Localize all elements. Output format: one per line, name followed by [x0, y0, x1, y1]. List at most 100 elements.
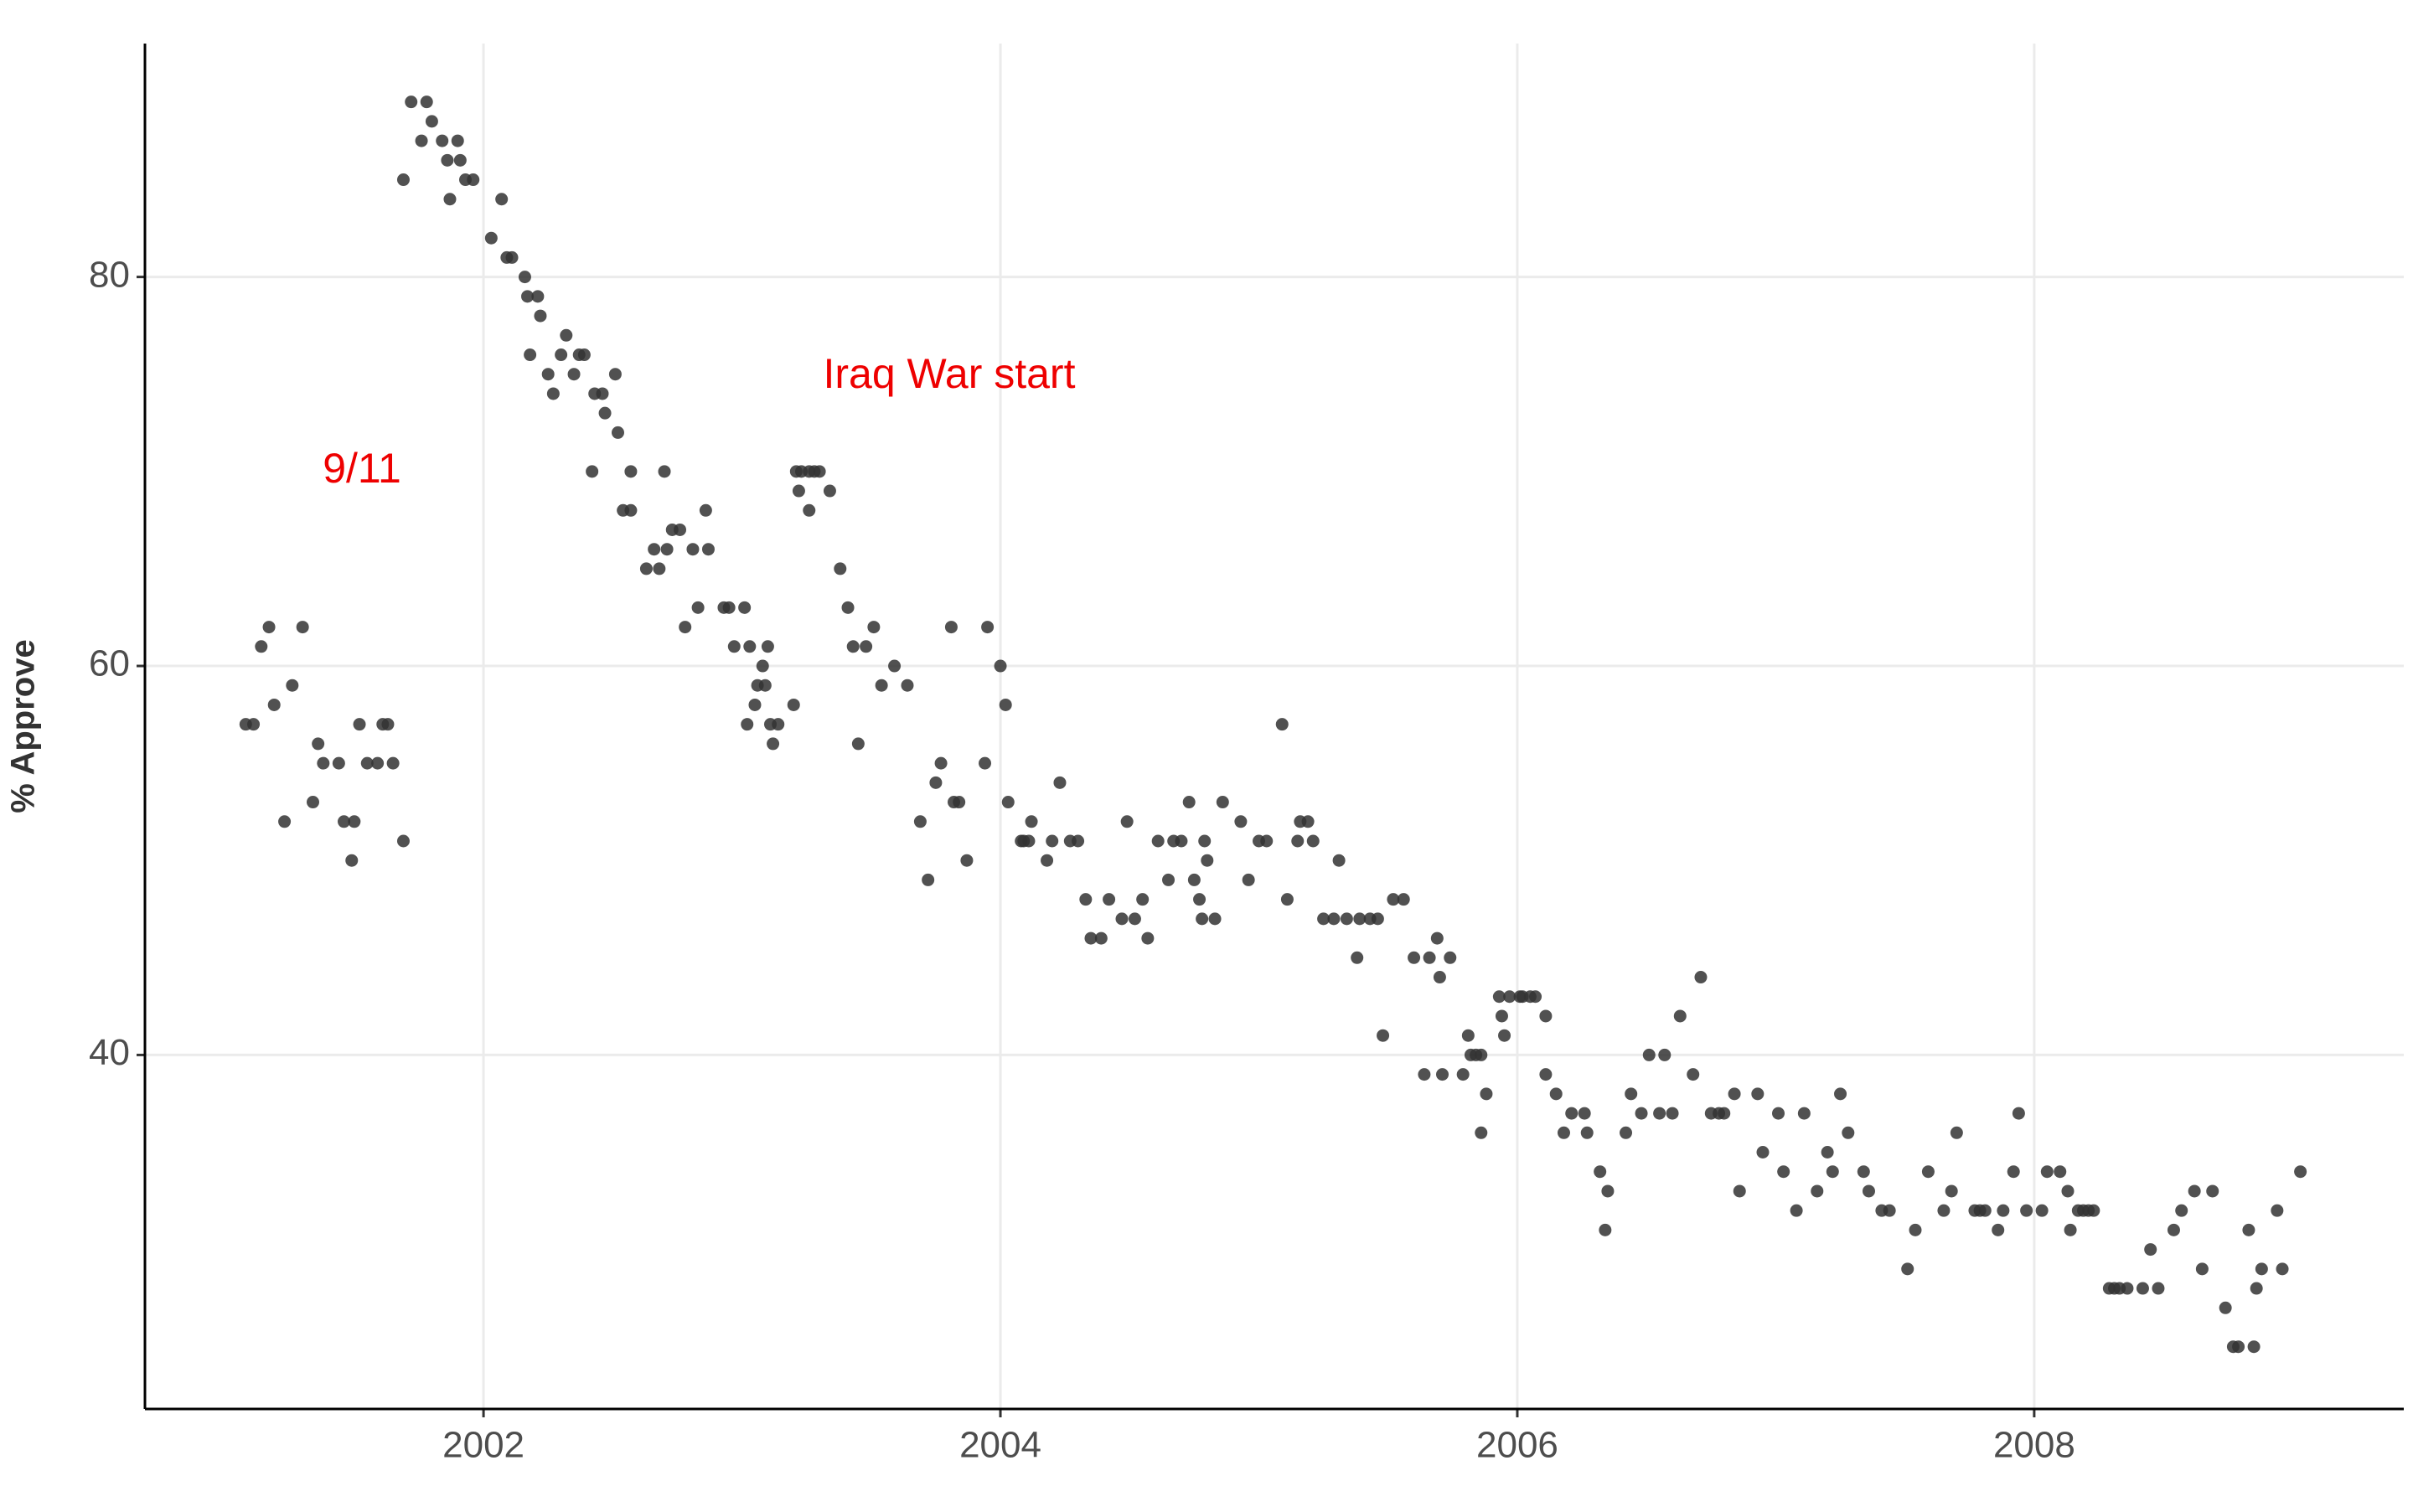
point	[1909, 1223, 1922, 1236]
point	[1594, 1165, 1607, 1179]
point	[756, 659, 769, 673]
point	[2136, 1282, 2149, 1295]
point	[1857, 1165, 1870, 1179]
x-tick-label: 2004	[959, 1425, 1041, 1466]
point	[922, 873, 935, 886]
point	[531, 290, 545, 303]
point	[1418, 1068, 1431, 1081]
point	[1883, 1204, 1896, 1217]
point	[901, 679, 914, 692]
point	[484, 231, 498, 245]
point	[1436, 1068, 1449, 1081]
x-tick-label: 2006	[1476, 1425, 1558, 1466]
annotation: Iraq War start	[824, 350, 1076, 397]
point	[2035, 1204, 2049, 1217]
point	[1728, 1087, 1741, 1101]
point	[1834, 1087, 1847, 1101]
point	[348, 815, 361, 828]
point	[867, 621, 881, 634]
point	[1772, 1107, 1785, 1120]
point	[2007, 1165, 2020, 1179]
point	[2152, 1282, 2165, 1295]
point	[846, 640, 860, 653]
point	[360, 756, 374, 770]
point	[267, 698, 281, 711]
x-tick-label: 2002	[442, 1425, 524, 1466]
point	[467, 173, 480, 187]
point	[546, 387, 560, 400]
point	[738, 601, 752, 614]
point	[396, 834, 410, 848]
point	[813, 465, 826, 478]
point	[787, 698, 800, 711]
point	[415, 134, 428, 147]
annotation: 9/11	[323, 445, 401, 492]
point	[624, 503, 638, 517]
point	[1733, 1184, 1746, 1198]
point	[2276, 1262, 2289, 1276]
point	[1751, 1087, 1765, 1101]
point	[1503, 990, 1517, 1004]
point	[1475, 1126, 1488, 1139]
point	[505, 250, 519, 264]
point	[1498, 1029, 1511, 1042]
point	[1580, 1126, 1594, 1139]
point	[441, 153, 454, 167]
point	[2247, 1340, 2261, 1354]
point	[560, 328, 573, 342]
point	[2219, 1301, 2232, 1314]
point	[312, 737, 325, 751]
point	[2121, 1282, 2134, 1295]
point	[841, 601, 855, 614]
point	[772, 718, 785, 731]
point	[1539, 1009, 1553, 1023]
point	[2195, 1262, 2209, 1276]
point	[1492, 990, 1506, 1004]
point	[1444, 951, 1457, 964]
point	[674, 523, 687, 536]
point	[1777, 1165, 1790, 1179]
point	[691, 601, 705, 614]
point	[1327, 912, 1341, 926]
point	[1193, 893, 1206, 906]
point	[345, 854, 359, 867]
point	[1790, 1204, 1803, 1217]
point	[658, 465, 671, 478]
point	[567, 368, 581, 381]
y-axis-label: % Approve	[5, 639, 42, 813]
point	[1992, 1223, 2005, 1236]
point	[888, 659, 902, 673]
point	[2040, 1165, 2054, 1179]
point	[994, 659, 1007, 673]
point	[1351, 951, 1364, 964]
point	[1658, 1048, 1672, 1061]
point	[1495, 1009, 1508, 1023]
point	[624, 465, 638, 478]
point	[1433, 971, 1446, 984]
point	[1275, 718, 1289, 731]
point	[1950, 1126, 1963, 1139]
point	[1599, 1223, 1612, 1236]
point	[1937, 1204, 1951, 1217]
point	[1022, 834, 1036, 848]
point	[521, 290, 535, 303]
point	[1187, 873, 1201, 886]
point	[1549, 1087, 1563, 1101]
point	[598, 406, 612, 420]
point	[1945, 1184, 1958, 1198]
point	[436, 134, 449, 147]
point	[767, 737, 780, 751]
point	[823, 484, 836, 498]
point	[2232, 1340, 2245, 1354]
point	[1001, 796, 1015, 809]
point	[1198, 834, 1212, 848]
point	[1136, 893, 1150, 906]
point	[1175, 834, 1188, 848]
point	[386, 756, 400, 770]
point	[495, 193, 509, 206]
point	[686, 543, 700, 556]
point	[741, 718, 754, 731]
point	[518, 271, 531, 284]
point	[1578, 1107, 1591, 1120]
point	[1635, 1107, 1648, 1120]
